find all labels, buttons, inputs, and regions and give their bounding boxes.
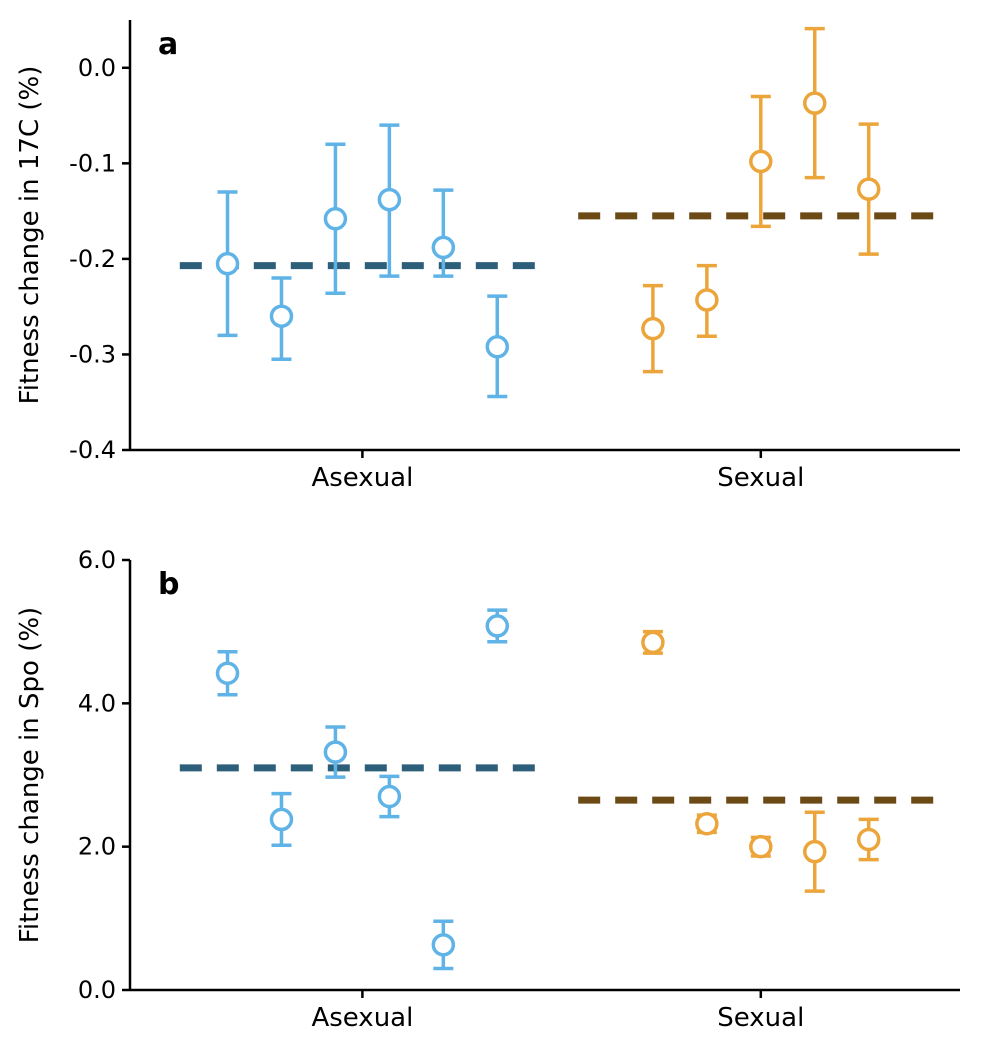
ytick-label: 2.0 — [78, 833, 116, 861]
y-axis-label: Fitness change in Spo (%) — [15, 607, 45, 943]
panel-tag: b — [158, 567, 179, 602]
ytick-label: 6.0 — [78, 546, 116, 574]
asexual-point — [271, 809, 291, 829]
ytick-label: 0.0 — [78, 54, 116, 82]
ytick-label: -0.1 — [69, 149, 116, 177]
asexual-point — [433, 935, 453, 955]
x-category-label: Sexual — [717, 463, 804, 493]
y-axis-label: Fitness change in 17C (%) — [15, 66, 45, 405]
panel-a: -0.4 -0.3 -0.2 -0.1 0.0 Fitness change in 17C… — [15, 20, 960, 493]
x-category-label: Asexual — [311, 463, 413, 493]
asexual-point — [487, 616, 507, 636]
ytick-label: -0.4 — [69, 436, 116, 464]
asexual-point — [325, 209, 345, 229]
asexual-point — [379, 190, 399, 210]
asexual-point — [487, 337, 507, 357]
ytick-label: 0.0 — [78, 976, 116, 1004]
asexual-point — [218, 254, 238, 274]
sexual-point — [805, 93, 825, 113]
asexual-point — [379, 787, 399, 807]
asexual-point — [433, 237, 453, 257]
sexual-point — [805, 842, 825, 862]
panel-tag: a — [158, 27, 178, 62]
asexual-point — [218, 663, 238, 683]
panel-b: 0.0 2.0 4.0 6.0 Fitness change in Spo (%) b As… — [15, 546, 960, 1033]
sexual-point — [697, 814, 717, 834]
sexual-point — [751, 151, 771, 171]
ytick-label: 4.0 — [78, 689, 116, 717]
sexual-point — [859, 830, 879, 850]
x-category-label: Asexual — [311, 1003, 413, 1033]
sexual-point — [643, 319, 663, 339]
ytick-label: -0.2 — [69, 245, 116, 273]
figure: -0.4 -0.3 -0.2 -0.1 0.0 Fitness change in 17C… — [0, 0, 985, 1050]
asexual-point — [325, 742, 345, 762]
sexual-point — [643, 632, 663, 652]
sexual-point — [751, 837, 771, 857]
x-category-label: Sexual — [717, 1003, 804, 1033]
ytick-label: -0.3 — [69, 340, 116, 368]
asexual-point — [271, 306, 291, 326]
sexual-point — [859, 179, 879, 199]
sexual-point — [697, 290, 717, 310]
